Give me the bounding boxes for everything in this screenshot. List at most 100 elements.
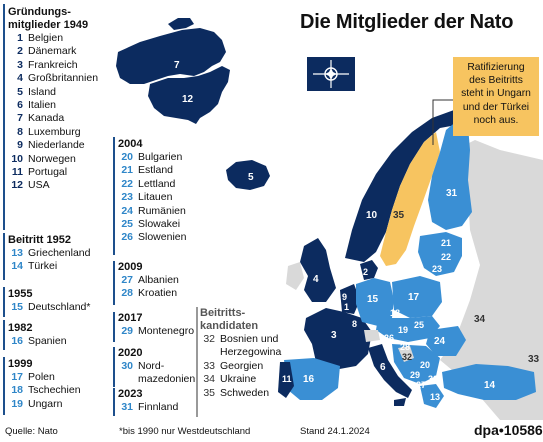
legend-group-1955: 1955 15 Deutschland* (8, 288, 90, 314)
map-label: 7 (174, 60, 180, 71)
country-switzerland (364, 330, 380, 342)
map-label: 2 (363, 267, 368, 277)
member-number: 27 (121, 274, 133, 286)
map-label: 23 (432, 264, 442, 274)
legend-member: 12 USA (8, 179, 98, 192)
legend-member: 27 Albanien (118, 274, 179, 287)
map-label: 14 (484, 380, 496, 391)
country-germany (356, 278, 394, 326)
legend-member: 8 Luxemburg (8, 126, 98, 139)
member-name: Montenegro (138, 325, 195, 337)
legend-member: 5 Island (8, 86, 98, 99)
country-uk (300, 238, 336, 302)
country-portugal (278, 362, 294, 398)
group-header: 2009 (118, 261, 143, 273)
map-label: 9 (342, 292, 347, 302)
member-number: 7 (17, 112, 23, 125)
member-name: Kanada (28, 112, 65, 125)
member-number: 11 (11, 166, 23, 179)
member-name: Rumänien (138, 204, 186, 217)
legend-member: 1 Belgien (8, 32, 98, 45)
group-header: Gründungs- mitglieder 1949 (8, 6, 89, 31)
group-members: 15 Deutschland* (8, 301, 90, 314)
legend-group-1982: 1982 16 Spanien (8, 322, 67, 348)
member-name: Litauen (138, 191, 173, 204)
legend-group-founding: Gründungs- mitglieder 1949 1 Belgien 2 Däne… (8, 6, 98, 193)
legend-member: 26 Slowenien (118, 231, 186, 244)
member-number: 2 (17, 45, 23, 58)
legend-group-2017: 2017 29 Montenegro (118, 312, 194, 338)
map-label: 13 (430, 392, 440, 402)
country-spain (284, 358, 340, 400)
member-name: Bulgarien (138, 151, 183, 163)
member-name: Finnland (138, 401, 179, 413)
country-canada-islands (168, 18, 194, 30)
legend-member: 2 Dänemark (8, 45, 98, 58)
legend-member: 35 Schweden (200, 387, 281, 400)
map-label: 24 (434, 336, 446, 347)
legend-member: 18 Tschechien (8, 384, 81, 397)
member-number: 12 (11, 179, 23, 192)
legend-member: 30 Nord- mazedonien (118, 360, 195, 387)
member-number: 25 (121, 218, 133, 231)
member-number: 9 (17, 139, 23, 152)
map-label: 15 (367, 294, 379, 305)
map-label: 26 (384, 333, 394, 343)
group-members: 17 Polen 18 Tschechien 19 Ungarn (8, 371, 81, 411)
member-number: 30 (121, 360, 133, 372)
legend-member: 31 Finnland (118, 401, 178, 414)
member-number: 5 (17, 85, 23, 98)
member-number: 29 (121, 325, 133, 337)
map-label: 12 (182, 94, 194, 105)
legend-group-2009: 2009 27 Albanien 28 Kroatien (118, 261, 179, 301)
legend-group-2004: 2004 20 Bulgarien 21 Estland 22 Lettland 23 Lit… (118, 138, 186, 245)
map-label: 6 (380, 362, 386, 373)
region-east (440, 140, 543, 420)
country-baltics (418, 232, 462, 276)
map-label: 28 (400, 342, 410, 352)
member-name: Großbritannien (28, 72, 99, 85)
legend-member: 24 Rumänien (118, 205, 186, 218)
country-georgia (520, 348, 540, 368)
footnote-text: *bis 1990 nur Westdeutschland (119, 426, 251, 437)
map-label: 18 (390, 308, 400, 318)
member-number: 35 (203, 386, 215, 399)
source-text: Quelle: Nato (5, 426, 58, 437)
member-name: Portugal (28, 166, 68, 179)
map-label: 4 (313, 274, 319, 285)
map-label: 21 (441, 238, 451, 248)
ratification-note: Ratifizierung des Beitritts steht in Ung… (453, 57, 539, 136)
country-italy (368, 344, 412, 398)
member-number: 34 (203, 373, 215, 386)
region-central (376, 316, 440, 342)
map-label: 31 (446, 188, 458, 199)
member-name: Frankreich (28, 58, 78, 71)
group-members: 29 Montenegro (118, 325, 194, 338)
brand-logo: dpa•105866 (474, 422, 543, 438)
legend-member: 33 Georgien (200, 360, 281, 373)
member-number: 31 (121, 401, 133, 413)
member-name: Albanien (138, 274, 179, 286)
legend-member: 23 Litauen (118, 191, 186, 204)
map-label: 22 (441, 252, 451, 262)
member-number: 18 (11, 384, 23, 397)
member-name: Deutschland* (28, 301, 91, 313)
member-number: 32 (203, 333, 215, 345)
member-name: Dänemark (28, 45, 77, 58)
member-name: Ungarn (28, 397, 63, 410)
map-label: 35 (393, 210, 405, 221)
legend-member: 22 Lettland (118, 178, 186, 191)
member-number: 16 (11, 335, 23, 347)
legend-group-2023: 2023 31 Finnland (118, 388, 178, 414)
member-name: Tschechien (28, 384, 81, 397)
map-label: 27 (416, 380, 426, 390)
date-text: Stand 24.1.2024 (300, 426, 370, 437)
map-label: 19 (398, 325, 408, 335)
member-name: Island (28, 85, 57, 98)
member-number: 23 (121, 191, 133, 204)
legend-member: 13 Griechenland (8, 247, 90, 260)
legend-member: 16 Spanien (8, 335, 66, 348)
member-name: Schweden (220, 386, 270, 399)
map-label: 8 (352, 319, 357, 329)
group-header: 1982 (8, 322, 33, 334)
